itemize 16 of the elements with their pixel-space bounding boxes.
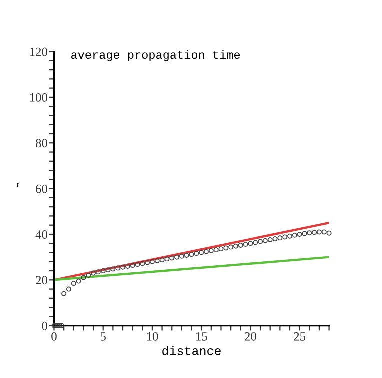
y-tick-label: 120 <box>30 48 48 56</box>
x-tick-label: 15 <box>196 332 208 341</box>
x-tick-label: 25 <box>294 332 306 341</box>
x-tick-label: 10 <box>147 332 158 341</box>
y-tick-label: 100 <box>30 93 48 102</box>
y-tick-label: 60 <box>36 184 48 194</box>
y-tick-label: 0 <box>42 322 48 330</box>
x-tick-label: 5 <box>100 332 106 341</box>
x-tick-label: 0 <box>52 332 57 341</box>
chart-title: average propagation time <box>71 50 240 62</box>
y-tick-label: 40 <box>36 230 48 239</box>
y-tick-label: 20 <box>36 276 48 285</box>
x-axis-title: distance <box>162 346 221 356</box>
x-tick-label: 20 <box>245 332 256 341</box>
y-tick-label: 80 <box>36 139 48 148</box>
y-axis-title: r <box>16 183 20 188</box>
